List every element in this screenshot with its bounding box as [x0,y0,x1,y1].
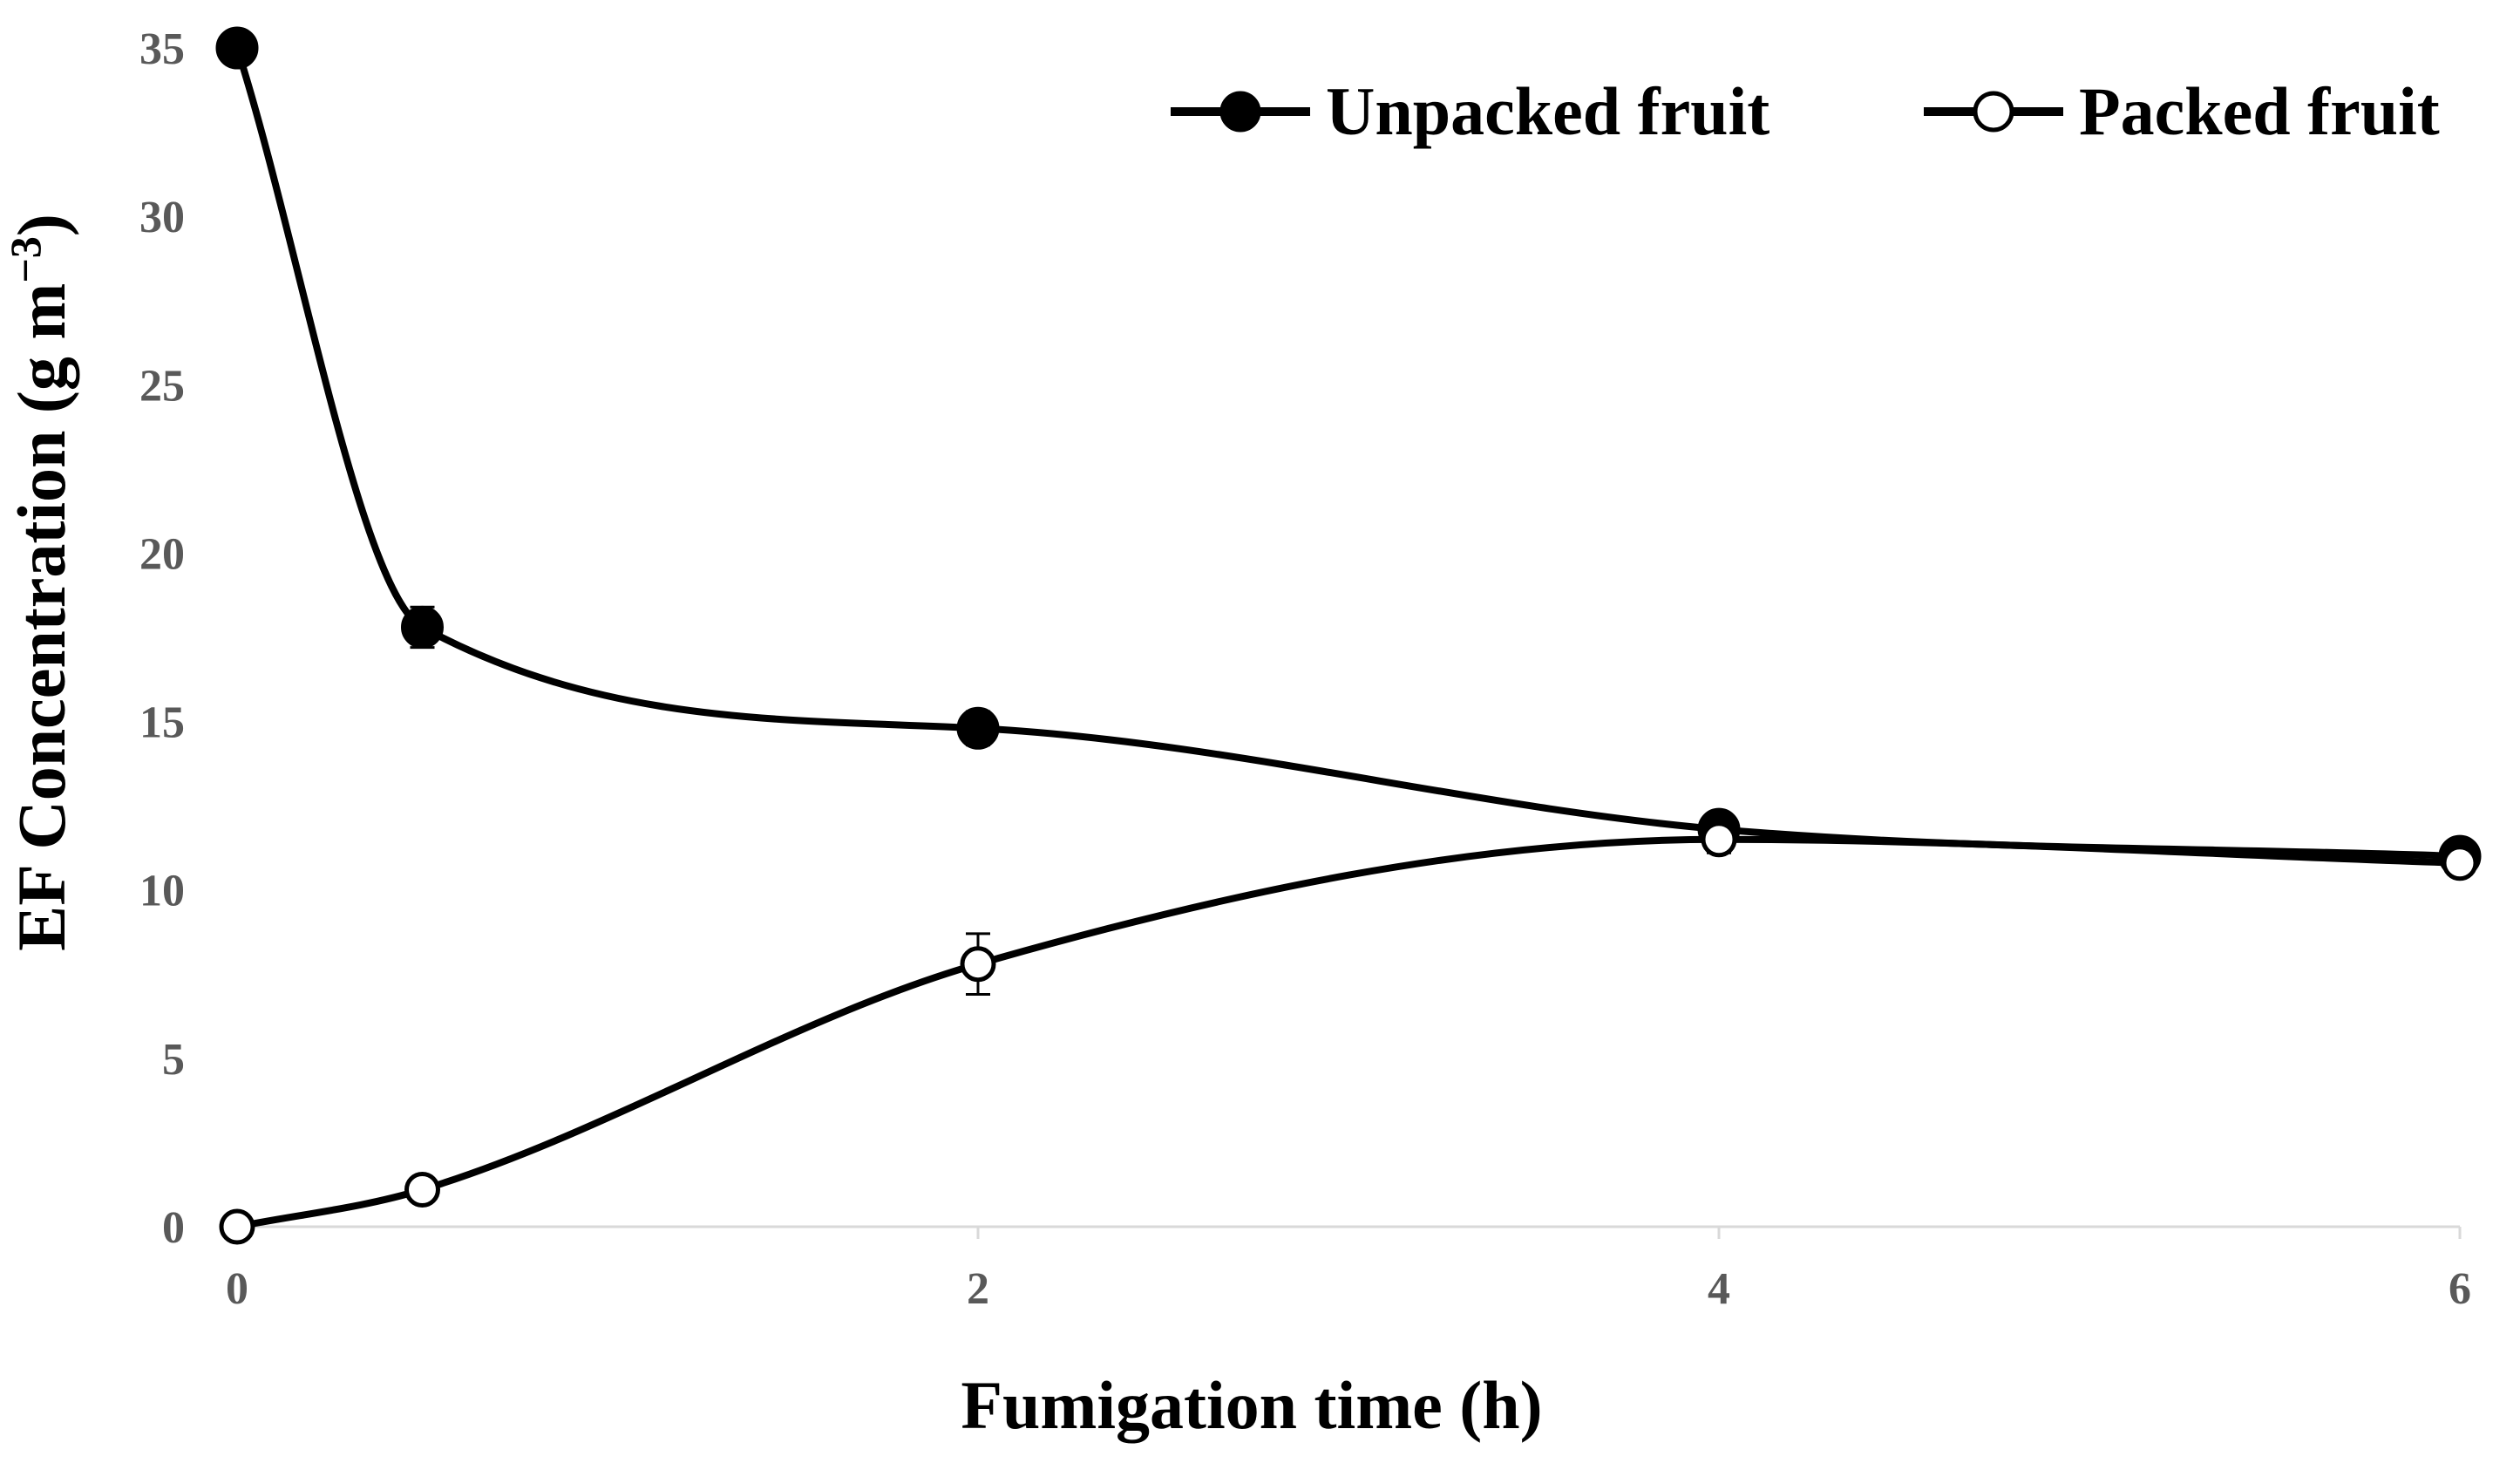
y-tick-label: 25 [139,361,185,411]
y-tick-label: 10 [139,867,185,916]
legend-swatch-marker-unpacked [1219,91,1261,133]
y-tick-labels: 0 5 10 15 20 25 30 35 [139,24,185,1253]
data-point [215,26,259,70]
legend-item-packed: Packed fruit [1924,73,2440,149]
x-tick-label: 0 [226,1264,248,1314]
data-point [960,946,996,983]
legend-item-unpacked: Unpacked fruit [1171,73,1769,149]
data-point [401,605,444,649]
y-tick-label: 20 [139,529,185,579]
data-point [1701,821,1737,858]
series-line [234,46,2461,861]
plot-area: 0 2 4 6 0 5 10 15 20 25 30 35 [139,24,2482,1314]
x-tick-labels: 0 2 4 6 [226,1264,2471,1314]
y-tick-label: 35 [139,24,185,74]
series-line [236,835,2461,1230]
y-tick-label: 15 [139,698,185,748]
data-point [2442,845,2478,881]
y-tick-label: 30 [139,193,185,242]
series-unpacked [215,26,2482,878]
series-layer [215,26,2482,1245]
y-tick-label: 5 [162,1035,185,1085]
x-ticks [235,1227,2462,1239]
x-tick-label: 6 [2449,1264,2471,1314]
y-tick-label: 0 [162,1203,185,1253]
y-axis-title: EF Concentration (g m−3) [1,214,79,951]
x-axis-title: Fumigation time (h) [961,1367,1542,1443]
legend-label-packed: Packed fruit [2079,73,2440,149]
x-tick-label: 4 [1708,1264,1730,1314]
legend-swatch-marker-packed [1973,91,2014,133]
data-point [219,1208,255,1245]
series-packed [219,821,2478,1245]
data-point [956,706,1000,750]
legend: Unpacked fruit Packed fruit [1171,73,2440,149]
data-point [404,1172,440,1208]
legend-label-unpacked: Unpacked fruit [1326,73,1769,149]
x-tick-label: 2 [967,1264,989,1314]
